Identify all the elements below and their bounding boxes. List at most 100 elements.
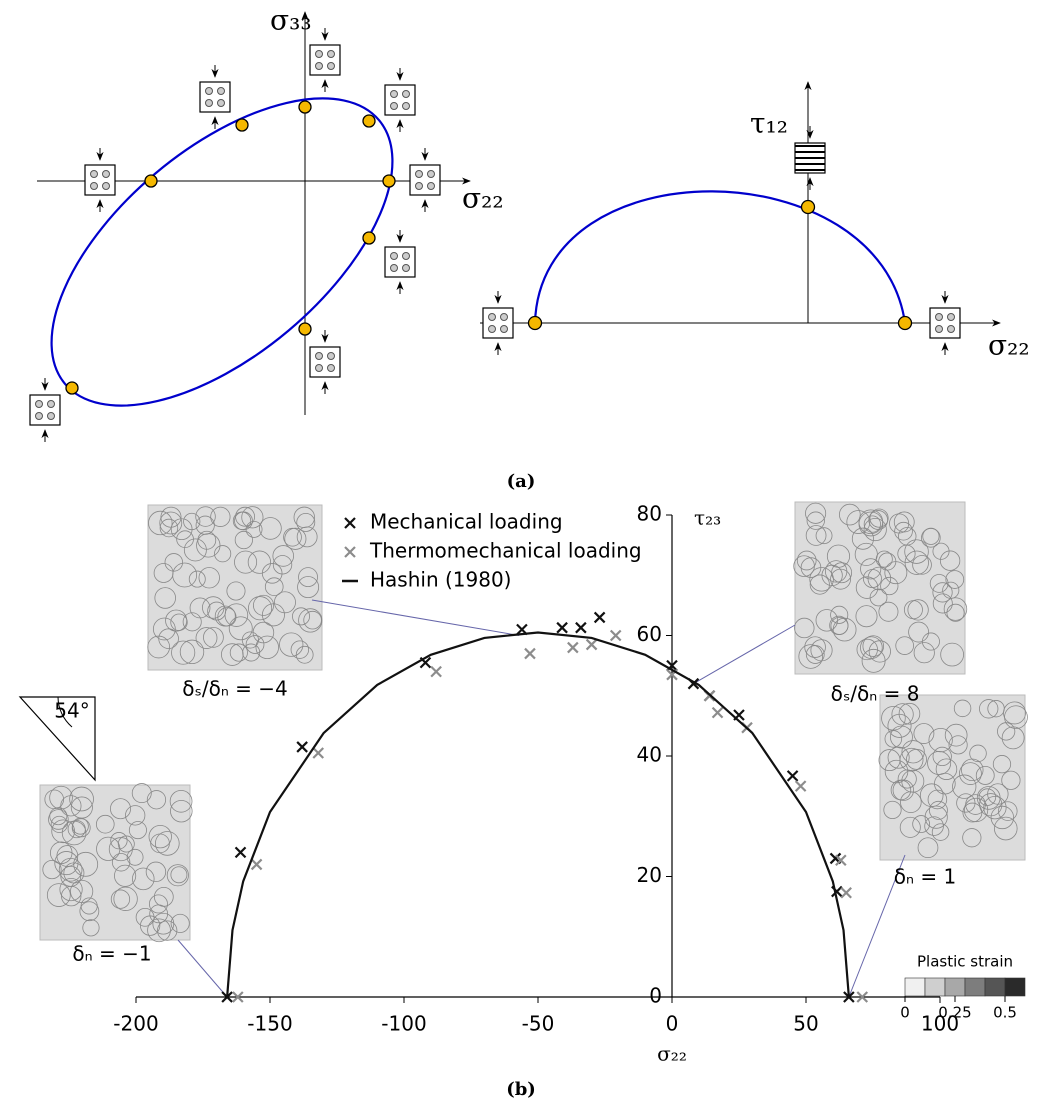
fiber: [242, 643, 261, 662]
point: [232, 991, 244, 1003]
colorbar-swatch: [944, 977, 966, 997]
fiber: [152, 617, 176, 641]
fiber: [924, 805, 948, 829]
fiber: [259, 517, 282, 540]
fiber: [861, 648, 886, 673]
fiber: [892, 779, 914, 801]
fiber: [402, 252, 410, 260]
fiber: [979, 793, 1003, 817]
axis-label: σ₃₃: [270, 4, 312, 37]
fiber: [148, 894, 168, 914]
point: [835, 854, 847, 867]
fiber: [179, 639, 205, 665]
y-tick-label: 80: [637, 502, 662, 526]
colorbar-swatch: [1004, 977, 1026, 997]
fiber: [80, 897, 98, 915]
point: [593, 611, 606, 624]
y-tick-label: 20: [637, 863, 662, 887]
axis-label: τ₁₂: [750, 107, 788, 140]
fiber: [229, 643, 248, 662]
colorbar-tick-label: 0.25: [938, 1004, 971, 1022]
fiber: [863, 515, 881, 533]
fiber: [90, 170, 98, 178]
fiber: [70, 796, 93, 819]
point: [609, 629, 622, 642]
fiber: [805, 645, 825, 664]
fiber: [69, 786, 94, 812]
fiber: [913, 723, 935, 744]
fiber: [113, 886, 138, 911]
fiber: [907, 599, 929, 621]
fiber: [114, 864, 137, 887]
fiber: [202, 596, 225, 619]
fiber: [148, 510, 173, 536]
fiber: [327, 352, 335, 360]
fiber: [993, 816, 1018, 841]
fiber: [110, 832, 128, 850]
point: [382, 174, 396, 188]
fiber: [793, 555, 815, 577]
fiber: [95, 814, 115, 834]
point: [527, 315, 543, 331]
fiber: [883, 800, 902, 820]
fiber: [171, 640, 196, 665]
fiber: [245, 635, 265, 654]
fiber: [975, 765, 995, 785]
fiber: [944, 723, 968, 747]
fiber: [56, 845, 79, 867]
fiber: [929, 574, 949, 593]
fiber: [67, 820, 86, 839]
fiber: [170, 613, 188, 631]
fiber: [921, 528, 941, 548]
fiber: [875, 550, 893, 568]
angle-marker: [18, 696, 96, 782]
element-box: [29, 394, 61, 426]
element-box: [482, 307, 514, 339]
fiber: [197, 530, 217, 550]
fiber: [1001, 726, 1025, 750]
fiber: [182, 612, 202, 632]
x-tick-label: -150: [247, 1012, 292, 1036]
legend-swatch: [344, 517, 356, 529]
fiber: [901, 740, 925, 764]
fiber: [804, 636, 826, 658]
fiber: [146, 790, 167, 810]
leader-line: [693, 624, 796, 685]
panel-a: [37, 11, 1001, 415]
fiber: [415, 182, 423, 190]
fiber: [900, 791, 922, 813]
element-box: [84, 164, 116, 196]
fiber: [48, 809, 69, 830]
leader-line: [177, 939, 228, 998]
fiber: [794, 617, 815, 639]
fiber: [932, 593, 953, 614]
fiber: [390, 102, 398, 110]
x-tick-label: -50: [522, 1012, 555, 1036]
point: [786, 770, 799, 782]
fiber: [887, 713, 912, 738]
point: [362, 231, 376, 245]
fiber: [927, 789, 948, 810]
fiber: [932, 582, 953, 603]
fiber: [983, 795, 1007, 820]
element-box: [384, 246, 416, 278]
fiber: [868, 510, 889, 530]
fiber: [963, 797, 989, 823]
fiber: [959, 762, 982, 785]
fiber: [935, 313, 943, 321]
fiber: [796, 550, 817, 571]
fiber: [203, 626, 224, 648]
fiber: [800, 557, 822, 578]
fiber: [798, 644, 823, 669]
fiber: [945, 570, 965, 589]
fiber: [891, 703, 914, 726]
fiber: [51, 819, 75, 844]
fiber: [272, 555, 293, 575]
fiber: [241, 506, 264, 529]
fiber: [164, 553, 184, 572]
fiber: [327, 62, 335, 70]
fiber: [198, 567, 220, 589]
fiber: [47, 412, 55, 420]
fiber: [327, 50, 335, 58]
fiber: [160, 506, 182, 528]
